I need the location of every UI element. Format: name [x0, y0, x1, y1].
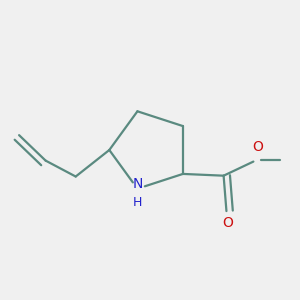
Text: H: H: [133, 196, 142, 209]
Text: O: O: [252, 140, 263, 154]
Text: O: O: [222, 216, 233, 230]
Text: N: N: [132, 178, 142, 191]
